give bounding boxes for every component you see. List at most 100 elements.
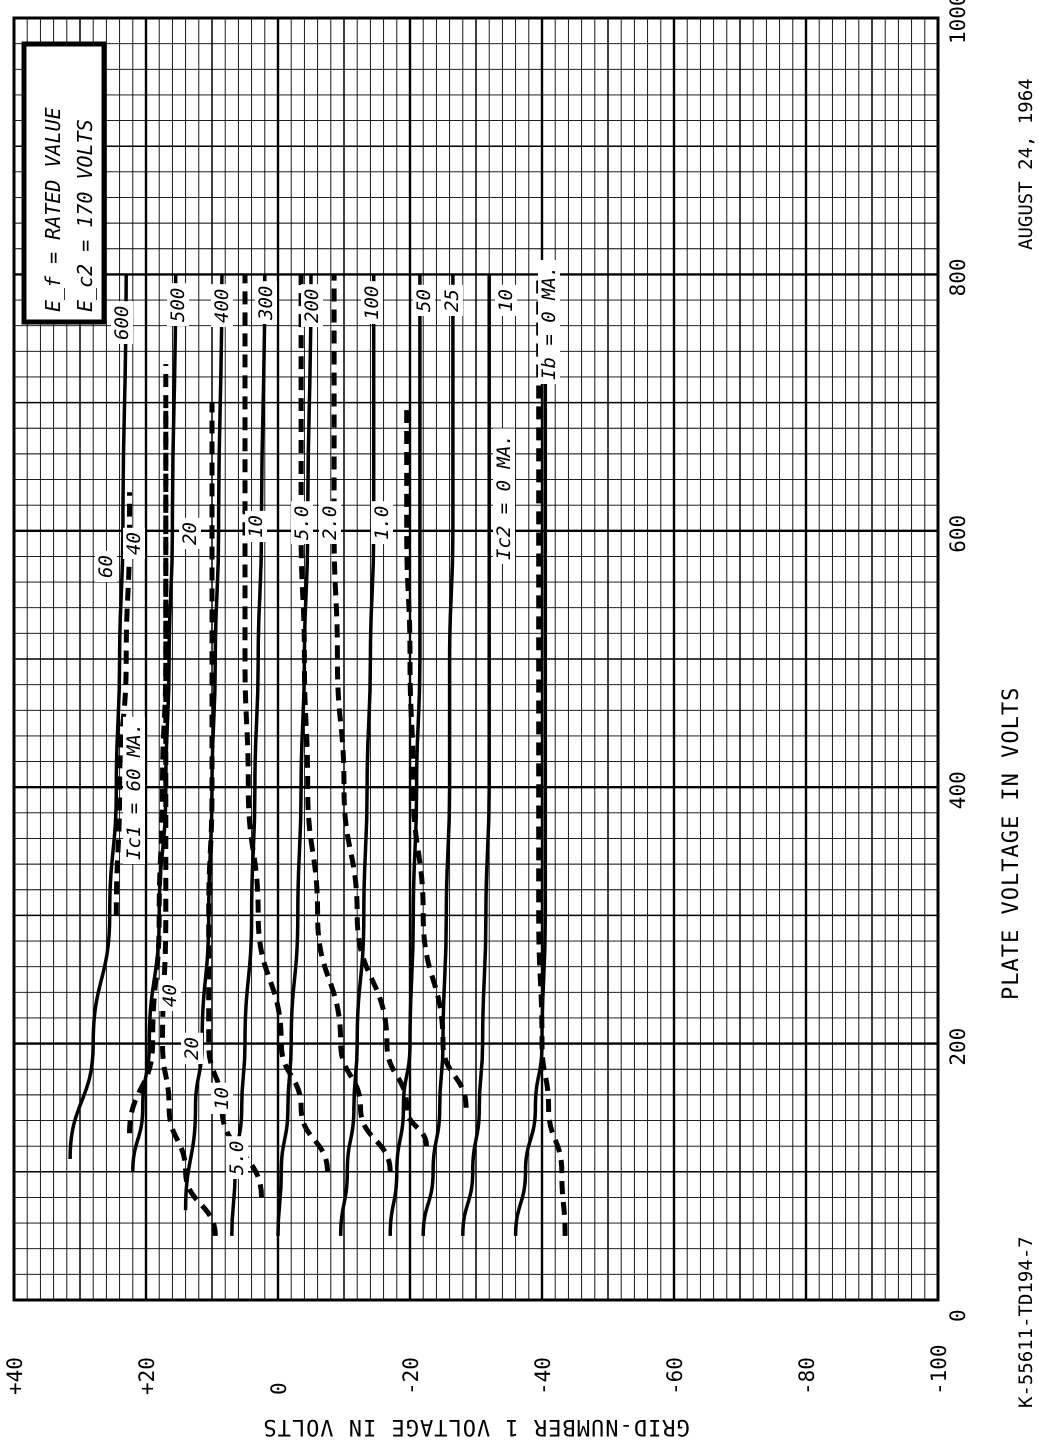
curve-label-text: 60 <box>95 555 117 578</box>
curve-label-text: Ic2 = 0 MA. <box>493 434 515 560</box>
drawing-number: K-55611-TD194-7 <box>1015 1236 1037 1408</box>
x-tick-label: 1000 <box>946 0 970 44</box>
curve-label-backing <box>301 284 323 327</box>
plate-current-curve-600 <box>68 274 128 1160</box>
ib-label-500: 500 <box>167 283 189 326</box>
curves-layer <box>68 274 568 1237</box>
grid1-current-curve-1.0 <box>331 274 429 1147</box>
drawing-date: AUGUST 24, 1964 <box>1015 78 1037 250</box>
curve-label-text: 5.0 <box>226 1141 248 1175</box>
ic1-label-40-top: 40 <box>123 527 145 559</box>
curve-label-backing <box>123 716 145 864</box>
x-tick-label: 0 <box>946 1309 970 1322</box>
ic2-label-zero: Ic2 = 0 MA. <box>493 428 515 564</box>
ic1-label-60-top: 60 <box>95 550 117 582</box>
curve-label-backing <box>291 501 313 544</box>
curve-label-text: 40 <box>123 532 145 555</box>
curve-label-backing <box>111 301 133 344</box>
ib-label-zero: Ib = 0 MA. <box>538 260 560 384</box>
grid2-current-curve-0--lower- <box>536 274 568 1236</box>
curve-label-backing <box>167 283 189 326</box>
ib-label-50: 50 <box>413 284 435 316</box>
curve-label-text: Ic1 = 60 MA. <box>123 723 145 860</box>
curve-label-backing <box>181 1032 203 1064</box>
x-axis-ticks: 0 200 400 600 800 1000 <box>946 0 970 1322</box>
curve-label-backing <box>245 510 267 542</box>
legend-line-ec2: E_c2 = 170 VOLTS <box>73 119 97 312</box>
x-tick-label: 200 <box>946 1028 970 1066</box>
ic1-label-60-bottom: Ic1 = 60 MA. <box>123 716 145 864</box>
grid1-current-curve-20 <box>159 364 218 1237</box>
curve-label-text: 50 <box>413 289 435 312</box>
ic1-label-20-top: 20 <box>179 517 201 549</box>
plate-current-curve-25 <box>421 274 455 1236</box>
curve-label-text: 10 <box>245 515 267 538</box>
curve-label-backing <box>413 284 435 316</box>
curve-label-text: 10 <box>211 1087 233 1110</box>
curve-label-text: 25 <box>441 289 463 312</box>
legend-line-ef: E_f = RATED VALUE <box>41 107 65 312</box>
y-axis-ticks: +40 +20 0 -20 -40 -60 -80 -100 <box>3 1344 951 1395</box>
ic1-label-5-top: 5.0 <box>291 501 313 544</box>
plate-current-curve-0 <box>513 274 548 1236</box>
curve-label-text: 400 <box>211 289 233 323</box>
curve-label-text: 2.0 <box>319 506 341 540</box>
ib-label-10: 10 <box>495 284 517 316</box>
curve-label-text: 20 <box>181 1037 203 1060</box>
y-tick-label: -100 <box>927 1344 951 1395</box>
ib-label-300: 300 <box>255 281 277 324</box>
curve-label-backing <box>495 284 517 316</box>
ib-label-400: 400 <box>211 284 233 327</box>
x-tick-label: 600 <box>946 515 970 553</box>
curve-label-text: 600 <box>111 306 133 340</box>
y-tick-label: -60 <box>663 1357 687 1395</box>
ib-label-100: 100 <box>361 281 383 324</box>
grid1-current-curve-40 <box>127 402 169 1134</box>
y-tick-label: 0 <box>267 1382 291 1395</box>
curve-label-backing <box>371 501 393 544</box>
curve-label-backing <box>538 260 560 384</box>
curve-label-backing <box>441 284 463 316</box>
ic1-label-2-top: 2.0 <box>319 501 341 544</box>
curve-label-text: 500 <box>167 288 189 322</box>
curve-label-text: Ib = 0 MA. <box>538 266 560 380</box>
y-tick-label: -80 <box>795 1357 819 1395</box>
x-tick-label: 800 <box>946 258 970 296</box>
ic1-label-20-bottom: 20 <box>181 1032 203 1064</box>
grid1-current-curve-5.0 <box>242 274 330 1172</box>
y-tick-label: -40 <box>531 1357 555 1395</box>
curve-label-text: 100 <box>361 286 383 320</box>
ic1-label-5-bottom: 5.0 <box>226 1136 248 1179</box>
grid-layer <box>12 16 940 1302</box>
x-tick-label: 400 <box>946 771 970 809</box>
ib-label-25: 25 <box>441 284 463 316</box>
curve-label-text: 10 <box>495 289 517 312</box>
curve-label-backing <box>255 281 277 324</box>
curve-label-text: 300 <box>255 286 277 321</box>
curve-label-text: 40 <box>159 984 181 1007</box>
curve-labels-layer: 600 500 400 300 200 100 50 25 10 Ib = 0 MA. 60 40 20… <box>95 260 560 1179</box>
curve-label-text: 20 <box>179 522 201 545</box>
legend-box: E_f = RATED VALUE E_c2 = 170 VOLTS <box>21 41 107 325</box>
curve-label-backing <box>361 281 383 324</box>
ic1-label-10-bottom: 10 <box>211 1082 233 1114</box>
legend-frame <box>21 41 107 325</box>
curve-label-backing <box>159 979 181 1011</box>
curve-label-backing <box>211 1082 233 1114</box>
y-axis-title: GRID-NUMBER 1 VOLTAGE IN VOLTS <box>262 1414 689 1439</box>
curve-label-text: 1.0 <box>371 506 393 540</box>
plate-current-curve-50 <box>388 274 422 1236</box>
curve-label-backing <box>211 284 233 327</box>
y-tick-label: -20 <box>399 1357 423 1395</box>
plate-current-curve-10 <box>461 274 491 1236</box>
curve-label-text: 5.0 <box>291 506 313 540</box>
y-tick-label: +20 <box>135 1357 159 1395</box>
curve-label-backing <box>123 527 145 559</box>
x-axis-title: PLATE VOLTAGE IN VOLTS <box>999 687 1024 1000</box>
curve-label-backing <box>493 428 515 564</box>
y-tick-label: +40 <box>3 1357 27 1395</box>
curve-label-backing <box>319 501 341 544</box>
ic1-label-1-top: 1.0 <box>371 501 393 544</box>
curve-label-backing <box>95 550 117 582</box>
